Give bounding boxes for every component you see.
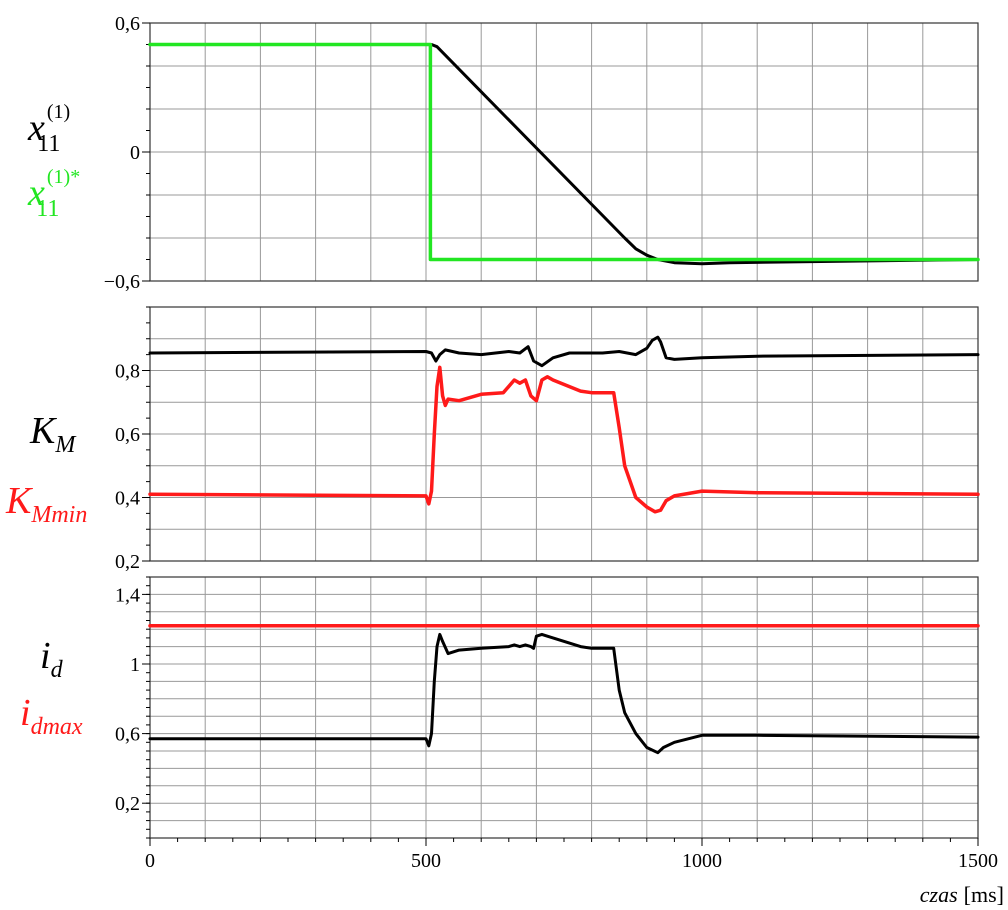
y-tick-label: 0,2 xyxy=(115,793,140,815)
series-line-2 xyxy=(148,365,980,514)
y-tick-label: 0,4 xyxy=(115,488,140,510)
y-tick-label: 1 xyxy=(130,654,140,676)
series-line-1 xyxy=(148,335,980,368)
panel2-ylabel: KM xyxy=(29,410,77,458)
panel2-ylabel-min: KMmin xyxy=(5,480,87,528)
panel1-ylabel-star: x (1)* 11 xyxy=(27,166,80,222)
series-line-2 xyxy=(148,42,980,262)
x-tick-label: 1500 xyxy=(958,850,998,872)
x-tick-label: 0 xyxy=(145,850,155,872)
y-tick-label: 0,6 xyxy=(115,13,140,35)
x-tick-label: 1000 xyxy=(682,850,722,872)
panel1-ylabel: x (1) 11 xyxy=(27,101,70,157)
y-tick-label: 0,8 xyxy=(115,361,140,383)
panel3-ylabel-max: idmax xyxy=(20,692,83,740)
panel3-ylabel: id xyxy=(40,635,64,683)
y-tick-label: 0 xyxy=(130,142,140,164)
series-line-1 xyxy=(148,43,980,266)
plot-frame xyxy=(149,576,979,839)
panel-2: 0,8 0,6 0,4 0,2 xyxy=(115,306,980,573)
panel-3: 1,4 1 0,6 0,2 xyxy=(115,576,980,839)
y-tick-label: 0,2 xyxy=(115,551,140,573)
y-tick-label: −0,6 xyxy=(104,271,140,293)
x-axis-title: czas [ms] xyxy=(920,882,1004,907)
y-tick-label: 0,6 xyxy=(115,724,140,746)
series-line-1 xyxy=(148,632,980,755)
y-tick-label: 0,6 xyxy=(115,424,140,446)
panel-1: 0,6 0 −0,6 xyxy=(104,13,980,293)
x-tick-label: 500 xyxy=(411,850,441,872)
y-tick-label: 1,4 xyxy=(115,584,140,606)
